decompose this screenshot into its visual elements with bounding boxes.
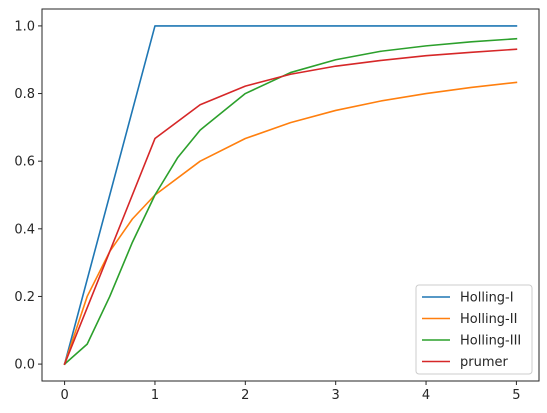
plot-lines (63, 25, 518, 366)
legend-label: Holling-II (460, 312, 517, 327)
series-line-2 (63, 37, 518, 366)
legend-label: Holling-I (460, 291, 514, 306)
y-tick-label: 0.2 (14, 290, 35, 305)
y-tick-label: 0.4 (14, 222, 35, 237)
x-tick-label: 5 (512, 388, 520, 403)
legend-box (415, 284, 533, 375)
x-tick-label: 3 (332, 388, 340, 403)
legend-label: Holling-III (460, 334, 521, 349)
x-tick-label: 2 (241, 388, 249, 403)
series-line-3 (63, 48, 518, 366)
legend-label: prumer (460, 355, 508, 370)
y-tick-label: 0.0 (14, 358, 35, 373)
x-tick-label: 4 (422, 388, 430, 403)
legend: Holling-I Holling-II Holling-III prumer (415, 284, 533, 375)
y-tick-label: 0.6 (14, 155, 35, 170)
series-line-0 (63, 25, 518, 366)
y-axis: 0.0 0.2 0.4 0.6 0.8 1.0 (14, 19, 42, 373)
x-tick-label: 1 (151, 388, 159, 403)
x-tick-label: 0 (60, 388, 68, 403)
axes-frame (41, 8, 540, 382)
x-axis: 0 1 2 3 4 5 (60, 381, 521, 403)
y-tick-label: 0.8 (14, 87, 35, 102)
y-tick-label: 1.0 (14, 19, 35, 34)
